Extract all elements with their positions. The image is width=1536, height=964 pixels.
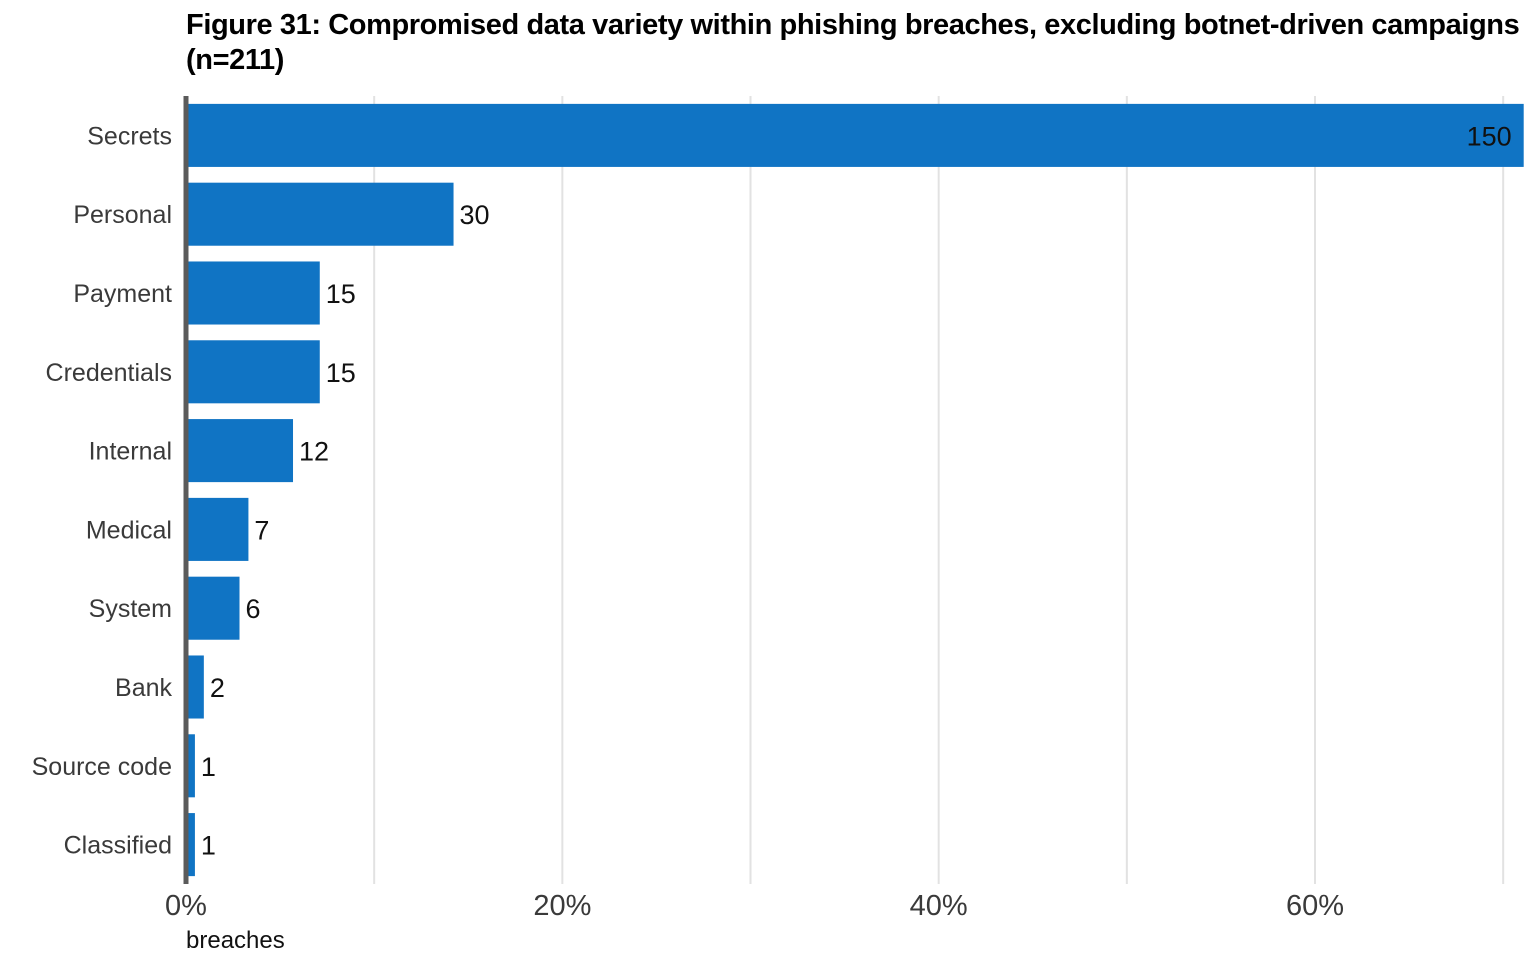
gridlines — [373, 96, 1505, 884]
bar — [186, 340, 320, 404]
x-tick-labels: 0% 20% 40% 60% — [165, 890, 1344, 922]
category-label: Personal — [73, 201, 172, 229]
bar — [186, 497, 249, 561]
bar — [186, 261, 320, 325]
x-tick-label: 40% — [910, 890, 968, 922]
value-labels: 150 30 15 15 12 7 6 2 1 1 — [201, 121, 1512, 860]
bar — [186, 182, 454, 246]
x-tick-label: 60% — [1286, 890, 1344, 922]
data-label: 30 — [460, 200, 490, 230]
x-tick-label: 0% — [165, 890, 207, 922]
data-label: 1 — [201, 831, 216, 861]
bar — [186, 419, 294, 483]
bar — [186, 576, 240, 640]
bar — [186, 813, 195, 877]
data-label: 6 — [246, 594, 261, 624]
bar — [186, 103, 1524, 167]
data-label: 12 — [299, 437, 329, 467]
chart-title: Figure 31: Compromised data variety with… — [186, 9, 1520, 76]
category-labels: Secrets Personal Payment Credentials Interna… — [32, 122, 173, 859]
category-label: Classified — [64, 832, 172, 860]
data-label: 1 — [201, 752, 216, 782]
category-label: System — [89, 595, 172, 623]
x-axis-title: breaches — [186, 927, 285, 954]
bars — [186, 103, 1524, 877]
data-label: 150 — [1467, 121, 1512, 151]
data-label: 15 — [326, 358, 356, 388]
bar — [186, 655, 204, 719]
category-label: Bank — [115, 674, 172, 702]
category-label: Internal — [89, 438, 172, 466]
data-label: 2 — [210, 673, 225, 703]
bar — [186, 734, 195, 798]
category-label: Medical — [86, 516, 172, 544]
category-label: Secrets — [87, 122, 172, 150]
category-label: Credentials — [46, 359, 172, 387]
category-label: Payment — [73, 280, 172, 308]
data-label: 7 — [254, 515, 269, 545]
category-label: Source code — [32, 753, 172, 781]
data-label: 15 — [326, 279, 356, 309]
x-tick-label: 20% — [533, 890, 591, 922]
